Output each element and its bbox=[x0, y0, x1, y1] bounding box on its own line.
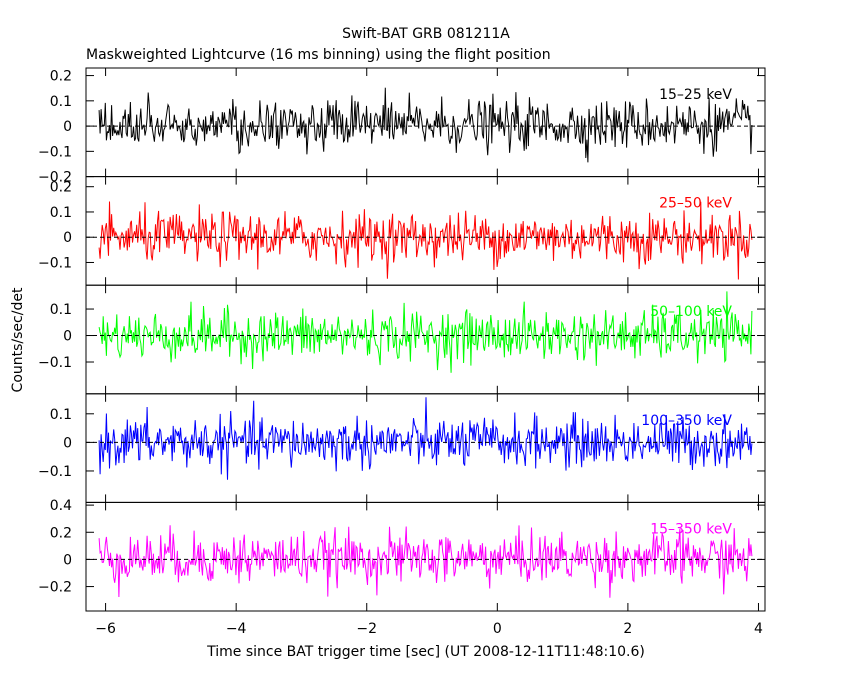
panel-frame bbox=[85, 501, 766, 612]
x-tick-label: 4 bbox=[754, 621, 763, 637]
y-tick-label: 0 bbox=[63, 230, 72, 246]
y-tick-label: 0 bbox=[63, 119, 72, 135]
y-axis-label: Counts/sec/det bbox=[10, 287, 26, 392]
y-tick-label: 0.2 bbox=[50, 180, 72, 196]
x-axis-label: Time since BAT trigger time [sec] (UT 20… bbox=[206, 644, 645, 660]
chart-title: Swift-BAT GRB 081211A bbox=[342, 26, 510, 42]
x-axis: −6 −4 −2 0 2 4 bbox=[95, 621, 763, 637]
y-tick-label: −0.2 bbox=[38, 580, 72, 596]
x-tick-label: 0 bbox=[493, 621, 502, 637]
panel-4: −0.1 0 0.1 100–350 keV bbox=[38, 393, 766, 503]
panel-2: −0.1 0 0.1 0.2 25–50 keV bbox=[38, 176, 766, 286]
y-tick-label: −0.1 bbox=[38, 355, 72, 371]
band-label: 15–25 keV bbox=[659, 87, 732, 103]
series-line-1 bbox=[98, 87, 753, 163]
y-tick-label: 0.1 bbox=[50, 302, 72, 318]
panel-3: −0.1 0 0.1 50–100 keV bbox=[38, 284, 766, 395]
band-label: 25–50 keV bbox=[659, 196, 732, 212]
band-label: 100–350 keV bbox=[641, 413, 732, 429]
y-tick-label: 0.1 bbox=[50, 407, 72, 423]
y-tick-label: −0.1 bbox=[38, 255, 72, 271]
x-tick-label: −6 bbox=[95, 621, 116, 637]
y-tick-label: 0.1 bbox=[50, 205, 72, 221]
series-line-3 bbox=[98, 291, 753, 373]
y-tick-label: 0.2 bbox=[50, 525, 72, 541]
y-tick-label: −0.2 bbox=[38, 170, 72, 186]
series-line-2 bbox=[98, 201, 753, 280]
y-tick-label: 0.2 bbox=[50, 69, 72, 85]
y-tick-label: 0 bbox=[63, 329, 72, 345]
panels-group: −0.2 −0.1 0 0.1 0.2 15–25 keV −0.1 0 0.1 0.2 25–50… bbox=[38, 67, 766, 612]
x-tick-label: −2 bbox=[356, 621, 377, 637]
panel-5: −0.2 0 0.2 0.4 15–350 keV bbox=[38, 498, 766, 612]
y-tick-label: 0.4 bbox=[50, 498, 72, 514]
y-tick-label: 0.1 bbox=[50, 94, 72, 110]
y-tick-label: −0.1 bbox=[38, 144, 72, 160]
y-tick-label: 0 bbox=[63, 435, 72, 451]
band-label: 15–350 keV bbox=[650, 521, 732, 537]
band-label: 50–100 keV bbox=[650, 304, 732, 320]
x-tick-label: −4 bbox=[226, 621, 247, 637]
y-tick-label: 0 bbox=[63, 552, 72, 568]
series-line-5 bbox=[98, 525, 753, 598]
x-tick-label: 2 bbox=[623, 621, 632, 637]
chart-subtitle: Maskweighted Lightcurve (16 ms binning) … bbox=[86, 47, 551, 63]
series-line-4 bbox=[98, 397, 753, 480]
y-tick-label: −0.1 bbox=[38, 464, 72, 480]
panel-1: −0.2 −0.1 0 0.1 0.2 15–25 keV bbox=[38, 67, 766, 186]
